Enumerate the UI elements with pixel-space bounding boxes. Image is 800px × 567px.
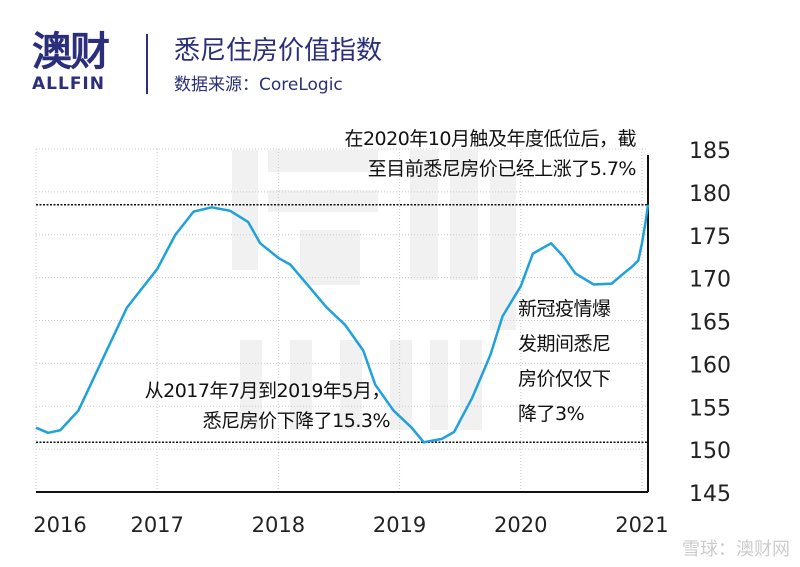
- y-tick-label: 150: [689, 439, 731, 464]
- annotation-fall-line-2: 悉尼房价下降了15.3%: [202, 410, 391, 432]
- annotation-rise-line-2: 至目前悉尼房价已经上涨了5.7%: [367, 158, 637, 180]
- y-tick-label: 145: [689, 482, 731, 507]
- x-tick-label: 2016: [33, 513, 86, 537]
- annotation-covid-line-3: 房价仅仅下: [518, 368, 611, 390]
- watermark-en-shape: [240, 340, 482, 430]
- annotation-fall-line-1: 从2017年7月到2019年5月，: [144, 380, 391, 402]
- annotation-covid-line-4: 降了3%: [518, 403, 585, 425]
- watermark-cn-shape: [232, 150, 516, 330]
- annotation-rise: 在2020年10月触及年度低位后，截 至目前悉尼房价已经上涨了5.7%: [344, 124, 636, 184]
- y-tick-label: 160: [689, 353, 731, 378]
- x-tick-label: 2017: [130, 513, 183, 537]
- y-tick-label: 155: [689, 396, 731, 421]
- chart-title: 悉尼住房价值指数: [174, 36, 383, 66]
- logo-cn: 澳财: [32, 29, 110, 75]
- y-tick-label: 175: [689, 225, 731, 250]
- y-tick-label: 180: [689, 182, 731, 207]
- annotation-covid-line-1: 新冠疫情爆: [518, 298, 611, 320]
- y-tick-label: 165: [689, 311, 731, 336]
- x-tick-label: 2019: [373, 513, 426, 537]
- x-tick-label: 2021: [615, 513, 668, 537]
- annotation-covid: 新冠疫情爆 发期间悉尼 房价仅仅下 降了3%: [518, 292, 611, 432]
- annotation-fall: 从2017年7月到2019年5月， 悉尼房价下降了15.3%: [144, 376, 391, 436]
- y-tick-label: 185: [689, 139, 731, 164]
- annotation-rise-line-1: 在2020年10月触及年度低位后，截: [344, 128, 636, 150]
- price-index-line: [35, 204, 650, 444]
- x-tick-label: 2018: [252, 513, 305, 537]
- annotation-covid-line-2: 发期间悉尼: [518, 333, 611, 355]
- y-tick-label: 170: [689, 268, 731, 293]
- logo-en: ALLFIN: [32, 74, 105, 94]
- chart-source: 数据来源：CoreLogic: [174, 75, 343, 95]
- x-tick-label: 2020: [494, 513, 547, 537]
- allfin-logo: 澳财 ALLFIN: [32, 30, 118, 94]
- header-divider: [146, 34, 148, 94]
- footer-credit: 雪球：澳财网: [682, 539, 790, 560]
